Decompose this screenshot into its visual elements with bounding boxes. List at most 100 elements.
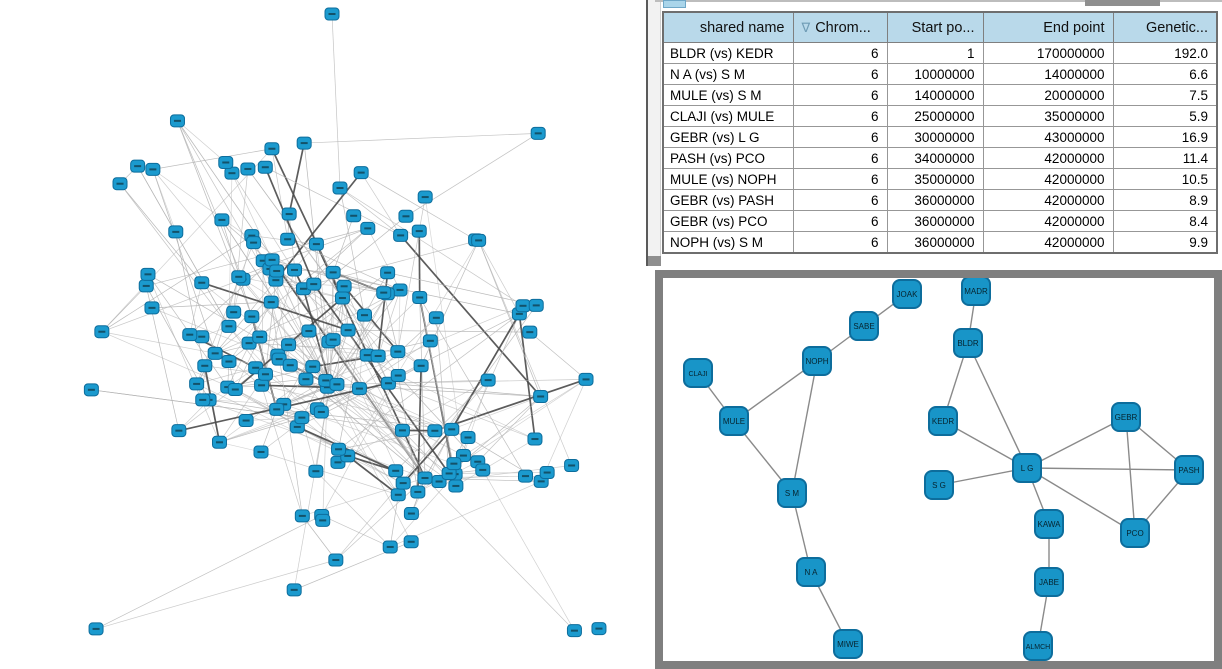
large-network-canvas[interactable] xyxy=(0,0,647,669)
network-node[interactable] xyxy=(88,622,104,636)
network-node[interactable] xyxy=(238,414,254,428)
network-node[interactable] xyxy=(257,160,273,174)
network-node-jabe[interactable]: JABE xyxy=(1034,567,1064,597)
network-node[interactable] xyxy=(353,166,369,180)
vertical-scrollbar-track[interactable] xyxy=(648,0,661,266)
network-node[interactable] xyxy=(412,290,428,304)
table-row[interactable]: GEBR (vs) PCO 6 36000000 42000000 8.4 xyxy=(662,210,1218,232)
network-node[interactable] xyxy=(422,334,438,348)
column-header-end-point[interactable]: End point xyxy=(982,11,1114,43)
network-node[interactable] xyxy=(226,305,242,319)
table-row[interactable]: MULE (vs) S M 6 14000000 20000000 7.5 xyxy=(662,84,1218,106)
network-node[interactable] xyxy=(539,466,555,480)
network-node-madr[interactable]: MADR xyxy=(961,278,991,306)
network-node[interactable] xyxy=(227,382,243,396)
network-node-sm[interactable]: S M xyxy=(777,478,807,508)
network-node[interactable] xyxy=(325,333,341,347)
column-header-genetic[interactable]: Genetic... xyxy=(1112,11,1218,43)
large-network-panel[interactable] xyxy=(0,0,647,669)
network-node-noph[interactable]: NOPH xyxy=(802,346,832,376)
network-node[interactable] xyxy=(395,476,411,490)
network-node[interactable] xyxy=(313,405,329,419)
network-node[interactable] xyxy=(336,279,352,293)
network-node[interactable] xyxy=(282,358,298,372)
network-node[interactable] xyxy=(382,540,398,554)
network-node[interactable] xyxy=(393,228,409,242)
network-node[interactable] xyxy=(324,7,340,21)
network-node[interactable] xyxy=(380,266,396,280)
network-node[interactable] xyxy=(410,485,426,499)
network-node[interactable] xyxy=(281,207,297,221)
network-node-sg[interactable]: S G xyxy=(924,470,954,500)
network-node-joak[interactable]: JOAK xyxy=(892,279,922,309)
network-node[interactable] xyxy=(475,463,491,477)
network-node[interactable] xyxy=(334,291,350,305)
table-row[interactable]: MULE (vs) NOPH 6 35000000 42000000 10.5 xyxy=(662,168,1218,190)
network-node[interactable] xyxy=(306,277,322,291)
network-node[interactable] xyxy=(231,270,247,284)
network-node[interactable] xyxy=(566,624,582,638)
network-node[interactable] xyxy=(517,469,533,483)
column-header-start-po[interactable]: Start po... xyxy=(886,11,984,43)
column-header-shared-name[interactable]: shared name xyxy=(662,11,794,43)
network-node[interactable] xyxy=(332,181,348,195)
network-node[interactable] xyxy=(246,236,262,250)
network-node[interactable] xyxy=(138,279,154,293)
column-header-chrom[interactable]: ∇ Chrom... xyxy=(792,11,888,43)
network-node[interactable] xyxy=(207,346,223,360)
network-node-kedr[interactable]: KEDR xyxy=(928,406,958,436)
network-node[interactable] xyxy=(417,471,433,485)
network-node[interactable] xyxy=(527,432,543,446)
network-node[interactable] xyxy=(360,221,376,235)
network-node[interactable] xyxy=(252,330,268,344)
network-node[interactable] xyxy=(294,411,310,425)
network-node[interactable] xyxy=(370,349,386,363)
network-node[interactable] xyxy=(169,114,185,128)
network-node[interactable] xyxy=(471,233,487,247)
network-node[interactable] xyxy=(195,393,211,407)
network-node[interactable] xyxy=(460,431,476,445)
network-node[interactable] xyxy=(357,308,373,322)
table-row[interactable]: NOPH (vs) S M 6 36000000 42000000 9.9 xyxy=(662,231,1218,254)
network-node[interactable] xyxy=(189,377,205,391)
network-node[interactable] xyxy=(427,424,443,438)
network-node[interactable] xyxy=(264,142,280,156)
network-node[interactable] xyxy=(530,126,546,140)
network-node[interactable] xyxy=(480,373,496,387)
network-node-mule[interactable]: MULE xyxy=(719,406,749,436)
network-node[interactable] xyxy=(264,253,280,267)
network-node[interactable] xyxy=(194,276,210,290)
table-row[interactable]: BLDR (vs) KEDR 6 1 170000000 192.0 xyxy=(662,42,1218,64)
network-node[interactable] xyxy=(221,355,237,369)
network-node[interactable] xyxy=(591,622,607,636)
network-node[interactable] xyxy=(346,209,362,223)
network-node[interactable] xyxy=(214,213,230,227)
horizontal-scrollbar-thumb[interactable] xyxy=(1085,0,1160,6)
network-node[interactable] xyxy=(428,311,444,325)
network-node[interactable] xyxy=(211,435,227,449)
network-node[interactable] xyxy=(301,324,317,338)
network-node[interactable] xyxy=(94,325,110,339)
network-node[interactable] xyxy=(515,299,531,313)
network-node-na[interactable]: N A xyxy=(796,557,826,587)
network-node[interactable] xyxy=(411,224,427,238)
filter-icon[interactable]: ∇ xyxy=(801,19,811,35)
table-panel-tab[interactable] xyxy=(663,0,686,8)
network-node[interactable] xyxy=(240,162,256,176)
network-node[interactable] xyxy=(305,360,321,374)
network-node[interactable] xyxy=(294,509,310,523)
network-node[interactable] xyxy=(308,237,324,251)
network-node[interactable] xyxy=(376,286,392,300)
network-node[interactable] xyxy=(168,225,184,239)
table-row[interactable]: GEBR (vs) PASH 6 36000000 42000000 8.9 xyxy=(662,189,1218,211)
network-node[interactable] xyxy=(329,377,345,391)
network-node-pash[interactable]: PASH xyxy=(1174,455,1204,485)
network-node[interactable] xyxy=(398,209,414,223)
network-node[interactable] xyxy=(413,359,429,373)
network-node[interactable] xyxy=(83,383,99,397)
network-node[interactable] xyxy=(254,378,270,392)
network-node[interactable] xyxy=(331,442,347,456)
network-node[interactable] xyxy=(444,422,460,436)
network-node[interactable] xyxy=(522,325,538,339)
network-node[interactable] xyxy=(269,264,285,278)
